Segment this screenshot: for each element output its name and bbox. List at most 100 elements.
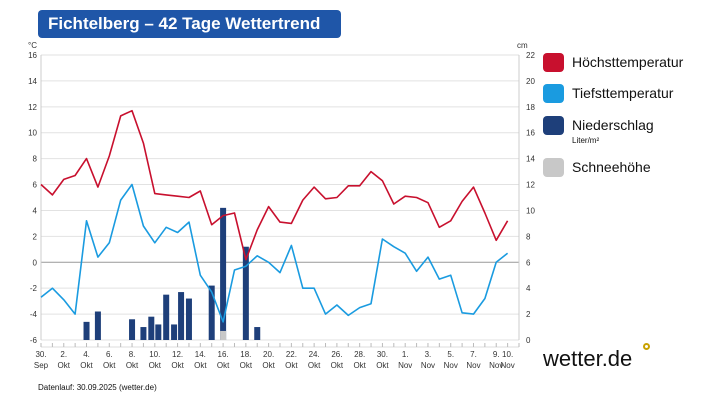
snow-bars: [220, 330, 227, 340]
left-tick-label: 8: [33, 155, 38, 164]
x-tick-month: Nov: [501, 361, 515, 370]
precipitation-bars: [83, 207, 261, 340]
data-run-footnote: Datenlauf: 30.09.2025 (wetter.de): [38, 383, 157, 392]
right-tick-label: 4: [526, 284, 531, 293]
x-tick-day: 6.: [106, 350, 113, 359]
x-tick-month: Okt: [376, 361, 389, 370]
x-tick-day: 4.: [83, 350, 90, 359]
x-tick-day: 10.: [149, 350, 160, 359]
right-axis-unit: cm: [517, 41, 528, 50]
right-tick-label: 20: [526, 77, 535, 86]
x-tick-day: 16.: [218, 350, 229, 359]
x-tick-month: Nov: [421, 361, 435, 370]
right-tick-label: 2: [526, 310, 531, 319]
left-tick-label: -4: [30, 310, 38, 319]
x-tick-day: 30.: [377, 350, 388, 359]
left-tick-label: -6: [30, 336, 38, 345]
left-tick-label: 16: [28, 51, 37, 60]
temperature-lines: [40, 109, 509, 323]
precip-bar: [178, 292, 185, 340]
x-tick-day: 9.: [493, 350, 500, 359]
x-tick-day: 5.: [447, 350, 454, 359]
x-tick-month: Okt: [149, 361, 162, 370]
legend-label-snow: Schneehöhe: [572, 159, 651, 175]
left-axis-unit: °C: [28, 41, 37, 50]
right-tick-label: 0: [526, 336, 531, 345]
x-tick-month: Nov: [466, 361, 480, 370]
x-tick-month: Okt: [103, 361, 116, 370]
x-tick-day: 30.: [35, 350, 46, 359]
legend-label-min: Tiefsttemperatur: [572, 85, 674, 101]
right-tick-label: 18: [526, 103, 535, 112]
x-tick-month: Nov: [444, 361, 458, 370]
left-tick-label: 2: [33, 232, 38, 241]
x-tick-month: Okt: [240, 361, 253, 370]
precip-bar: [220, 207, 227, 340]
title-banner: Fichtelberg – 42 Tage Wettertrend: [38, 10, 341, 38]
legend-label-precip: Niederschlag: [572, 117, 654, 133]
left-tick-label: 14: [28, 77, 37, 86]
x-tick-month: Okt: [171, 361, 184, 370]
precip-bar: [163, 294, 170, 340]
right-tick-label: 14: [526, 155, 535, 164]
x-tick-month: Okt: [217, 361, 230, 370]
x-tick-day: 1.: [402, 350, 409, 359]
left-tick-label: 4: [33, 206, 38, 215]
x-tick-month: Okt: [353, 361, 366, 370]
x-tick-day: 24.: [309, 350, 320, 359]
left-tick-label: 6: [33, 181, 38, 190]
x-tick-month: Okt: [262, 361, 275, 370]
precip-bar: [148, 316, 155, 340]
left-tick-label: 10: [28, 129, 37, 138]
wetter-de-logo: wetter.de: [543, 343, 663, 376]
precip-bar: [185, 298, 192, 340]
right-tick-label: 6: [526, 258, 531, 267]
precip-bar: [83, 321, 90, 340]
x-tick-month: Okt: [58, 361, 71, 370]
right-tick-label: 12: [526, 181, 535, 190]
x-tick-day: 14.: [195, 350, 206, 359]
x-tick-day: 8.: [129, 350, 136, 359]
x-tick-day: 22.: [286, 350, 297, 359]
x-tick-day: 20.: [263, 350, 274, 359]
x-tick-day: 26.: [331, 350, 342, 359]
legend-label-max: Höchsttemperatur: [572, 54, 684, 70]
precip-bar: [254, 327, 261, 340]
right-tick-label: 10: [526, 206, 535, 215]
x-tick-month: Nov: [398, 361, 412, 370]
x-tick-day: 18.: [240, 350, 251, 359]
right-tick-label: 8: [526, 232, 531, 241]
x-tick-day: 28.: [354, 350, 365, 359]
x-tick-day: 7.: [470, 350, 477, 359]
legend-precip-unit: Liter/m²: [572, 136, 600, 145]
min-temp-line: [40, 183, 509, 323]
precip-bar: [94, 311, 101, 340]
precip-bar: [129, 319, 136, 340]
precip-bar: [171, 324, 178, 340]
snow-bar: [220, 330, 227, 340]
brand-text: wetter.de: [543, 346, 633, 371]
left-tick-label: -2: [30, 284, 38, 293]
left-axis: 16 14 12 10 8 6 4 2 0 -2 -4 -6: [28, 51, 42, 345]
x-tick-month: Sep: [34, 361, 49, 370]
x-tick-month: Okt: [80, 361, 93, 370]
chart-title: Fichtelberg – 42 Tage Wettertrend: [48, 14, 321, 33]
precip-bar: [140, 327, 147, 340]
left-tick-label: 12: [28, 103, 37, 112]
brand-dot-icon: [643, 343, 650, 350]
precip-bar: [208, 285, 215, 340]
x-tick-day: 2.: [60, 350, 67, 359]
precip-bar: [155, 324, 162, 340]
left-tick-label: 0: [33, 258, 38, 267]
legend-swatch-min: [543, 84, 564, 103]
x-tick-day: 10.: [502, 350, 513, 359]
legend-swatch-snow: [543, 158, 564, 177]
x-tick-day: 12.: [172, 350, 183, 359]
x-axis: 30. Sep 2. Okt 4. Okt 6. Okt 8. Okt 10. Okt 12. Okt 14…: [34, 343, 520, 370]
x-tick-month: Okt: [308, 361, 321, 370]
x-tick-month: Okt: [194, 361, 207, 370]
max-temp-line: [40, 109, 509, 261]
x-tick-day: 3.: [425, 350, 432, 359]
